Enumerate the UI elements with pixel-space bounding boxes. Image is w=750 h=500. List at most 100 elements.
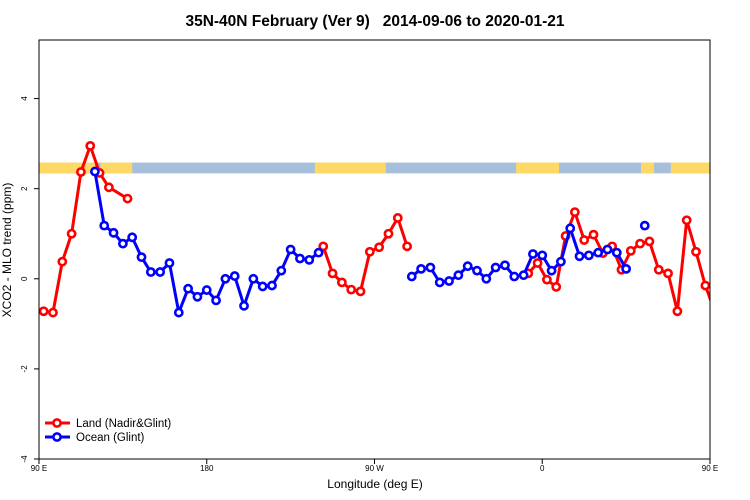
data-point-ocean-glint-36: [500, 260, 510, 271]
data-point-land-nadir-glint-26: [569, 207, 580, 218]
data-point-ocean-glint-51: [639, 220, 650, 231]
legend-marker-1: [52, 432, 62, 442]
data-point-land-nadir-glint-19: [402, 241, 413, 252]
land-mask-segment-1: [100, 162, 133, 174]
data-point-land-nadir-glint-11: [327, 268, 338, 279]
data-point-land-nadir-glint-43: [730, 258, 737, 265]
data-point-ocean-glint-27: [416, 263, 426, 274]
data-point-ocean-glint-2: [108, 227, 119, 238]
data-point-ocean-glint-3: [117, 238, 128, 249]
data-point-ocean-glint-39: [528, 249, 538, 259]
land-mask-segment-2: [314, 162, 386, 174]
data-point-ocean-glint-16: [239, 300, 249, 311]
data-point-land-nadir-glint-15: [364, 246, 375, 257]
data-point-ocean-glint-35: [490, 262, 501, 273]
data-point-ocean-glint-43: [565, 223, 576, 234]
data-point-land-nadir-glint-10: [318, 241, 329, 252]
series-layer: [39, 140, 746, 318]
legend-label-0: Land (Nadir&Glint): [76, 418, 171, 430]
data-point-land-nadir-glint-33: [635, 238, 646, 249]
series-ocean-glint: [90, 166, 650, 318]
data-point-ocean-glint-8: [164, 258, 175, 268]
series-line-land-nadir-glint-1: [321, 216, 409, 293]
data-point-land-nadir-glint-17: [383, 228, 394, 239]
data-point-ocean-glint-44: [574, 251, 585, 262]
data-point-ocean-glint-24: [313, 247, 324, 258]
data-point-ocean-glint-40: [537, 250, 548, 261]
y-axis: -4 -2 0 2 4: [20, 96, 39, 463]
data-point-ocean-glint-21: [285, 244, 296, 255]
data-point-ocean-glint-6: [145, 267, 156, 277]
data-point-land-nadir-glint-41: [709, 309, 710, 313]
data-point-ocean-glint-9: [173, 307, 184, 318]
data-point-land-nadir-glint-12: [336, 277, 347, 288]
data-point-ocean-glint-22: [295, 253, 305, 264]
data-point-ocean-glint-45: [583, 250, 594, 261]
y-tick-label-2: 0: [20, 276, 29, 281]
data-point-land-nadir-glint-23: [542, 274, 552, 285]
land-mask-bar: [39, 162, 710, 174]
data-point-land-nadir-glint-37: [672, 306, 683, 317]
data-point-land-nadir-glint-40: [700, 280, 710, 291]
y-tick-label-0: -4: [20, 455, 29, 463]
legend-entry-0: Land (Nadir&Glint): [45, 418, 171, 430]
data-point-ocean-glint-4: [127, 232, 138, 243]
data-point-land-nadir-glint-27: [579, 235, 590, 245]
legend-entry-1: Ocean (Glint): [45, 432, 145, 444]
data-point-ocean-glint-38: [518, 270, 529, 281]
data-point-land-nadir-glint-38: [681, 215, 692, 226]
data-point-ocean-glint-48: [611, 247, 622, 258]
data-point-ocean-glint-47: [602, 244, 613, 255]
data-point-ocean-glint-1: [99, 220, 110, 231]
land-mask-segment-5: [670, 162, 710, 174]
data-point-ocean-glint-28: [425, 262, 436, 273]
data-point-land-nadir-glint-28: [588, 229, 599, 240]
x-tick-label-4: 90 E: [702, 464, 718, 473]
data-point-land-nadir-glint-44: [739, 230, 746, 237]
data-point-ocean-glint-37: [509, 271, 520, 282]
legend-marker-0: [52, 418, 62, 428]
x-tick-label-2: 90 W: [365, 464, 384, 473]
data-point-ocean-glint-18: [257, 281, 268, 292]
data-point-land-nadir-glint-2: [57, 256, 68, 267]
data-point-ocean-glint-19: [267, 280, 277, 291]
land-mask-segment-4: [641, 162, 655, 174]
data-point-ocean-glint-30: [444, 276, 454, 286]
data-point-ocean-glint-15: [229, 271, 240, 281]
data-point-land-nadir-glint-42: [720, 309, 727, 316]
data-point-land-nadir-glint-22: [532, 258, 543, 268]
data-point-land-nadir-glint-13: [346, 284, 357, 295]
data-point-ocean-glint-34: [481, 273, 492, 284]
data-point-land-nadir-glint-3: [66, 228, 77, 239]
data-point-ocean-glint-46: [593, 247, 604, 258]
data-point-land-nadir-glint-16: [374, 242, 385, 253]
data-point-land-nadir-glint-24: [551, 281, 562, 292]
data-point-land-nadir-glint-5: [85, 140, 96, 151]
data-point-ocean-glint-13: [211, 295, 221, 306]
chart-title: 35N-40N February (Ver 9) 2014-09-06 to 2…: [185, 13, 564, 30]
x-axis-label: Longitude (deg E): [327, 477, 422, 491]
y-tick-label-4: 4: [20, 96, 29, 101]
data-point-land-nadir-glint-39: [691, 246, 701, 257]
data-point-land-nadir-glint-8: [122, 193, 133, 204]
data-point-land-nadir-glint-36: [663, 268, 673, 279]
data-point-ocean-glint-49: [621, 263, 632, 274]
data-point-land-nadir-glint-7: [103, 182, 114, 193]
data-point-ocean-glint-32: [462, 261, 473, 272]
y-tick-label-3: 2: [20, 186, 29, 191]
data-point-land-nadir-glint-32: [625, 245, 636, 256]
data-point-ocean-glint-41: [546, 265, 557, 276]
data-point-land-nadir-glint-18: [392, 213, 403, 223]
data-point-land-nadir-glint-14: [355, 286, 366, 297]
data-point-ocean-glint-14: [220, 273, 231, 284]
x-tick-label-0: 90 E: [31, 464, 47, 473]
data-point-land-nadir-glint-1: [48, 307, 58, 318]
data-point-ocean-glint-42: [555, 256, 566, 267]
y-axis-label: XCO2 - MLO trend (ppm): [0, 183, 14, 318]
data-point-land-nadir-glint-35: [653, 264, 664, 275]
data-point-land-nadir-glint-0: [39, 306, 49, 317]
data-point-ocean-glint-7: [155, 267, 166, 277]
x-axis: 90 E 180 90 W 0 90 E: [31, 459, 718, 473]
legend-label-1: Ocean (Glint): [76, 432, 145, 444]
